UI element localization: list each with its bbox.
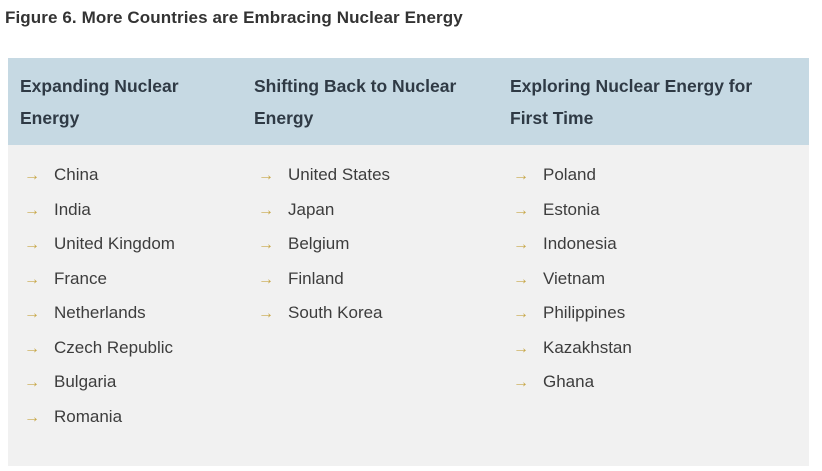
country-name: Vietnam <box>543 268 606 288</box>
country-name: India <box>54 199 91 219</box>
country-name: Kazakhstan <box>543 337 632 357</box>
country-list-item: → India <box>24 198 175 233</box>
country-list-item: → Ghana <box>513 370 632 405</box>
column-heading-line: Energy <box>254 108 314 128</box>
country-list-item: → China <box>24 163 175 198</box>
country-name: Romania <box>54 406 123 426</box>
column-heading-line: First Time <box>510 108 594 128</box>
arrow-right-icon: → <box>513 201 529 219</box>
country-name: Philippines <box>543 303 626 322</box>
arrow-right-icon: → <box>24 305 40 322</box>
country-list-item: → United States <box>258 163 390 198</box>
country-list-item: → Philippines <box>513 301 632 336</box>
country-list-item: → Romania <box>24 405 175 440</box>
arrow-right-icon: → <box>24 201 40 219</box>
country-name: Japan <box>288 199 335 219</box>
country-list-item: → Estonia <box>513 198 632 233</box>
country-name: Poland <box>543 165 596 184</box>
country-list-item: → Japan <box>258 198 390 233</box>
country-name: United States <box>288 165 391 184</box>
country-name: Ghana <box>543 372 595 391</box>
country-name: Belgium <box>288 234 350 253</box>
expanding-country-list: → China → India → United Kingdom → France → Nethe… <box>24 163 175 439</box>
country-name: Netherlands <box>54 303 146 322</box>
column-heading-line: Shifting Back to Nuclear <box>254 76 457 96</box>
country-name: Czech Republic <box>54 337 174 357</box>
country-list-item: → Netherlands <box>24 301 175 336</box>
column-heading-shifting-back: Shifting Back to Nuclear Energy <box>254 70 456 134</box>
table-header-band <box>8 58 809 145</box>
arrow-right-icon: → <box>24 374 40 391</box>
country-name: Indonesia <box>543 234 617 253</box>
country-list-item: → France <box>24 267 175 302</box>
arrow-right-icon: → <box>513 374 529 391</box>
country-list-item: → Kazakhstan <box>513 336 632 371</box>
country-name: South Korea <box>288 303 383 322</box>
country-list-item: → Finland <box>258 267 390 302</box>
arrow-right-icon: → <box>513 270 529 288</box>
country-list-item: → Indonesia <box>513 232 632 267</box>
shifting-back-country-list: → United States → Japan → Belgium → Finland → Sou… <box>258 163 390 336</box>
country-name: Estonia <box>543 199 600 219</box>
arrow-right-icon: → <box>24 339 40 357</box>
column-heading-expanding: Expanding Nuclear Energy <box>20 70 179 134</box>
countries-table: Expanding Nuclear Energy Shifting Back t… <box>8 58 809 466</box>
arrow-right-icon: → <box>513 339 529 357</box>
country-name: Finland <box>288 268 344 288</box>
country-list-item: → United Kingdom <box>24 232 175 267</box>
country-name: China <box>54 165 99 184</box>
country-list-item: → Vietnam <box>513 267 632 302</box>
arrow-right-icon: → <box>24 408 40 426</box>
country-list-item: → Poland <box>513 163 632 198</box>
arrow-right-icon: → <box>513 167 529 184</box>
arrow-right-icon: → <box>258 236 274 253</box>
exploring-country-list: → Poland → Estonia → Indonesia → Vietnam → Philip… <box>513 163 632 405</box>
arrow-right-icon: → <box>258 305 274 322</box>
country-list-item: → Belgium <box>258 232 390 267</box>
arrow-right-icon: → <box>513 305 529 322</box>
country-name: United Kingdom <box>54 234 175 253</box>
country-list-item: → South Korea <box>258 301 390 336</box>
arrow-right-icon: → <box>24 236 40 253</box>
country-list-item: → Bulgaria <box>24 370 175 405</box>
column-heading-exploring: Exploring Nuclear Energy for First Time <box>510 70 752 134</box>
arrow-right-icon: → <box>24 167 40 184</box>
country-name: Bulgaria <box>54 372 117 391</box>
figure-title: Figure 6. More Countries are Embracing N… <box>5 8 463 27</box>
arrow-right-icon: → <box>258 201 274 219</box>
arrow-right-icon: → <box>513 236 529 253</box>
arrow-right-icon: → <box>24 270 40 288</box>
column-heading-line: Exploring Nuclear Energy for <box>510 76 753 96</box>
column-heading-line: Energy <box>20 108 80 128</box>
arrow-right-icon: → <box>258 167 274 184</box>
column-heading-line: Expanding Nuclear <box>20 76 179 96</box>
country-list-item: → Czech Republic <box>24 336 175 371</box>
arrow-right-icon: → <box>258 270 274 288</box>
country-name: France <box>54 268 107 288</box>
